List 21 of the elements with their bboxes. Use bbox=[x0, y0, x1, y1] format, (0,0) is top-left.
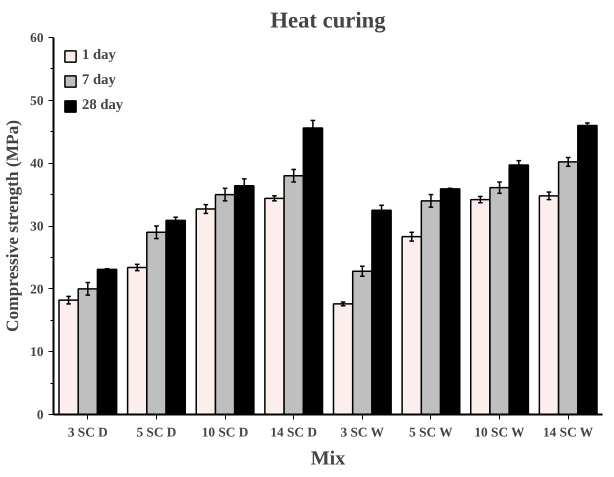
legend-label: 1 day bbox=[82, 47, 116, 64]
y-tick-label: 20 bbox=[30, 281, 44, 296]
y-axis-title: Compressive strength (MPa) bbox=[3, 120, 22, 332]
x-tick-label: 5 SC D bbox=[136, 424, 176, 440]
x-tick-label: 10 SC D bbox=[202, 424, 248, 440]
y-tick-label: 10 bbox=[30, 344, 44, 360]
y-tick-label: 60 bbox=[30, 30, 44, 45]
chart-title: Heat curing bbox=[270, 8, 386, 32]
x-tick-label: 14 SC D bbox=[270, 424, 318, 440]
y-tick-label: 0 bbox=[36, 407, 44, 422]
legend-label: 7 day bbox=[82, 72, 116, 89]
x-tick-label: 10 SC W bbox=[474, 424, 526, 440]
y-tick-label: 50 bbox=[30, 92, 44, 108]
x-tick-label: 14 SC W bbox=[543, 424, 594, 440]
y-tick-label: 30 bbox=[30, 218, 44, 234]
x-tick-label: 5 SC W bbox=[409, 424, 454, 440]
x-tick-label: 3 SC D bbox=[68, 424, 108, 440]
y-tick-label: 40 bbox=[30, 156, 44, 171]
x-tick-label: 3 SC W bbox=[340, 424, 385, 440]
x-axis-title: Mix bbox=[310, 448, 346, 470]
legend-label: 28 day bbox=[82, 97, 124, 114]
